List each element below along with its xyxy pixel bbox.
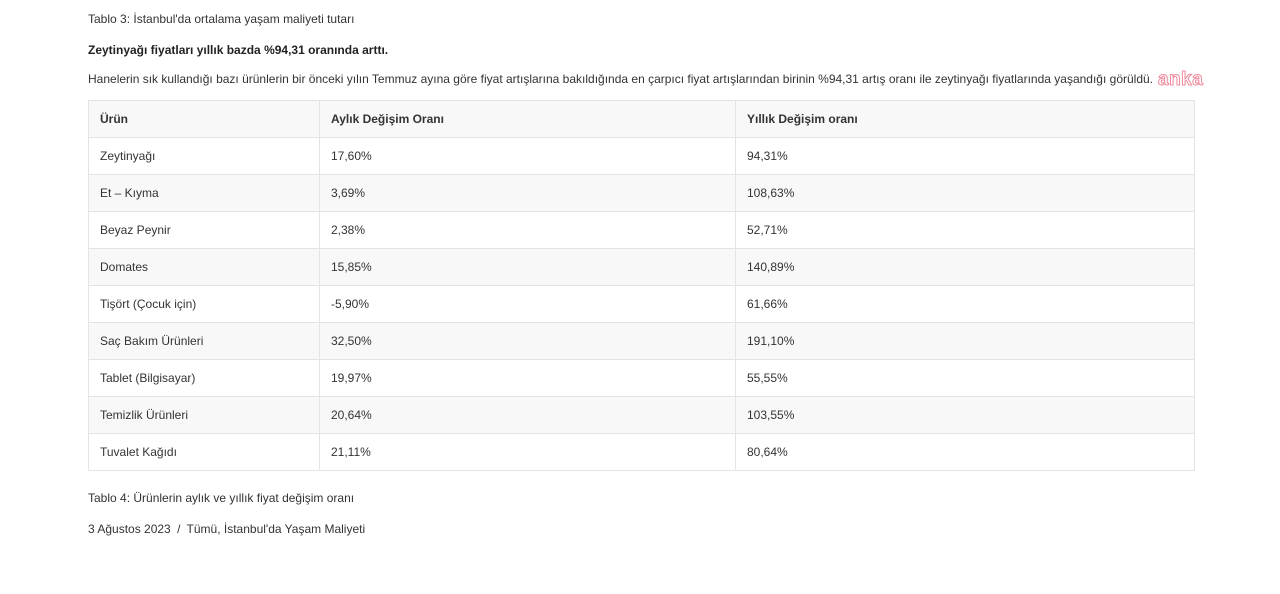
category-link[interactable]: Tümü, İstanbul'da Yaşam Maliyeti (186, 522, 366, 536)
header-yearly-change: Yıllık Değişim oranı (735, 100, 1195, 138)
price-change-table: Ürün Aylık Değişim Oranı Yıllık Değişim … (88, 100, 1195, 471)
article-meta: 3 Ağustos 2023 / Tümü, İstanbul'da Yaşam… (88, 522, 365, 536)
meta-separator: / (177, 522, 181, 536)
cell-monthly-change: 19,97% (319, 359, 736, 397)
table-row: Tuvalet Kağıdı 21,11% 80,64% (88, 433, 1195, 471)
table-4-caption: Tablo 4: Ürünlerin aylık ve yıllık fiyat… (88, 491, 355, 505)
table-header-row: Ürün Aylık Değişim Oranı Yıllık Değişim … (88, 100, 1195, 138)
table-row: Temizlik Ürünleri 20,64% 103,55% (88, 396, 1195, 434)
cell-yearly-change: 80,64% (735, 433, 1195, 471)
header-product: Ürün (88, 100, 320, 138)
table-3-caption: Tablo 3: İstanbul'da ortalama yaşam mali… (88, 12, 355, 26)
cell-yearly-change: 103,55% (735, 396, 1195, 434)
table-row: Tablet (Bilgisayar) 19,97% 55,55% (88, 359, 1195, 397)
cell-product: Temizlik Ürünleri (88, 396, 320, 434)
cell-monthly-change: 3,69% (319, 174, 736, 212)
cell-product: Tuvalet Kağıdı (88, 433, 320, 471)
header-monthly-change: Aylık Değişim Oranı (319, 100, 736, 138)
table-row: Tişört (Çocuk için) -5,90% 61,66% (88, 285, 1195, 323)
cell-monthly-change: 32,50% (319, 322, 736, 360)
table-row: Domates 15,85% 140,89% (88, 248, 1195, 286)
cell-monthly-change: 20,64% (319, 396, 736, 434)
table-row: Zeytinyağı 17,60% 94,31% (88, 137, 1195, 175)
table-row: Saç Bakım Ürünleri 32,50% 191,10% (88, 322, 1195, 360)
cell-yearly-change: 52,71% (735, 211, 1195, 249)
cell-product: Zeytinyağı (88, 137, 320, 175)
cell-yearly-change: 191,10% (735, 322, 1195, 360)
cell-monthly-change: 15,85% (319, 248, 736, 286)
cell-yearly-change: 94,31% (735, 137, 1195, 175)
cell-yearly-change: 55,55% (735, 359, 1195, 397)
cell-yearly-change: 140,89% (735, 248, 1195, 286)
table-row: Et – Kıyma 3,69% 108,63% (88, 174, 1195, 212)
cell-product: Tişört (Çocuk için) (88, 285, 320, 323)
cell-monthly-change: 21,11% (319, 433, 736, 471)
publish-date: 3 Ağustos 2023 (88, 522, 171, 536)
cell-product: Domates (88, 248, 320, 286)
cell-product: Beyaz Peynir (88, 211, 320, 249)
cell-product: Tablet (Bilgisayar) (88, 359, 320, 397)
article-paragraph: Hanelerin sık kullandığı bazı ürünlerin … (88, 72, 1154, 86)
anka-logo-watermark: anka (1157, 69, 1204, 91)
cell-product: Et – Kıyma (88, 174, 320, 212)
headline: Zeytinyağı fiyatları yıllık bazda %94,31… (88, 43, 389, 57)
cell-product: Saç Bakım Ürünleri (88, 322, 320, 360)
cell-monthly-change: 2,38% (319, 211, 736, 249)
cell-yearly-change: 61,66% (735, 285, 1195, 323)
cell-yearly-change: 108,63% (735, 174, 1195, 212)
cell-monthly-change: 17,60% (319, 137, 736, 175)
table-row: Beyaz Peynir 2,38% 52,71% (88, 211, 1195, 249)
cell-monthly-change: -5,90% (319, 285, 736, 323)
